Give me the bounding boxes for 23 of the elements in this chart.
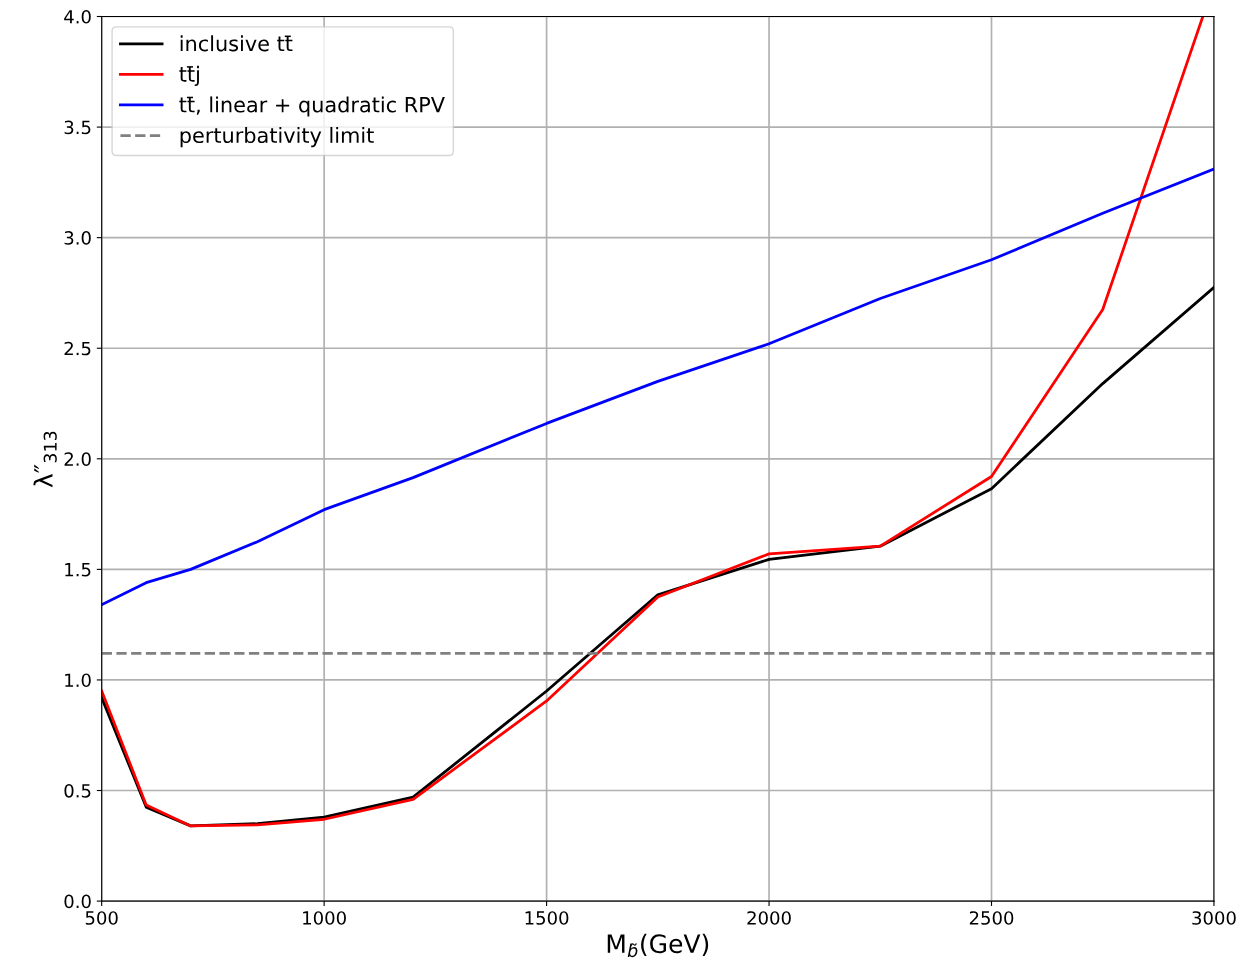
x-tick-label: 2500 — [969, 911, 1014, 925]
line-series — [101, 16, 1205, 828]
y-tick-label: 0.5 — [64, 783, 91, 798]
line-series — [101, 167, 1214, 607]
y-tick-label: 1.5 — [65, 563, 91, 577]
legend-label: inclusive tt̄ — [180, 35, 293, 52]
y-tick-label: 3.0 — [64, 231, 91, 245]
y-tick-label: 0.0 — [64, 894, 91, 909]
y-axis-title: λ″$_{313}$ — [33, 431, 57, 488]
y-tick-label: 3.5 — [64, 120, 91, 135]
y-tick-label: 4.0 — [64, 9, 91, 24]
x-tick-label: 500 — [85, 911, 118, 925]
x-tick-label: 1500 — [525, 911, 569, 925]
y-tick-label: 2.5 — [64, 341, 91, 356]
y-tick-label: 2.0 — [64, 452, 91, 466]
x-axis-title: M$_{b̃}$(GeV) — [607, 933, 709, 958]
legend-label: tt̄j — [179, 65, 199, 86]
x-tick-label: 3000 — [1192, 911, 1236, 925]
legend-label: tt̄, linear + quadratic RPV — [179, 96, 445, 117]
x-tick-label: 1000 — [303, 911, 346, 925]
y-tick-label: 1.0 — [65, 673, 91, 688]
x-tick-label: 2000 — [747, 911, 791, 925]
legend-label: perturbativity limit — [180, 127, 374, 148]
